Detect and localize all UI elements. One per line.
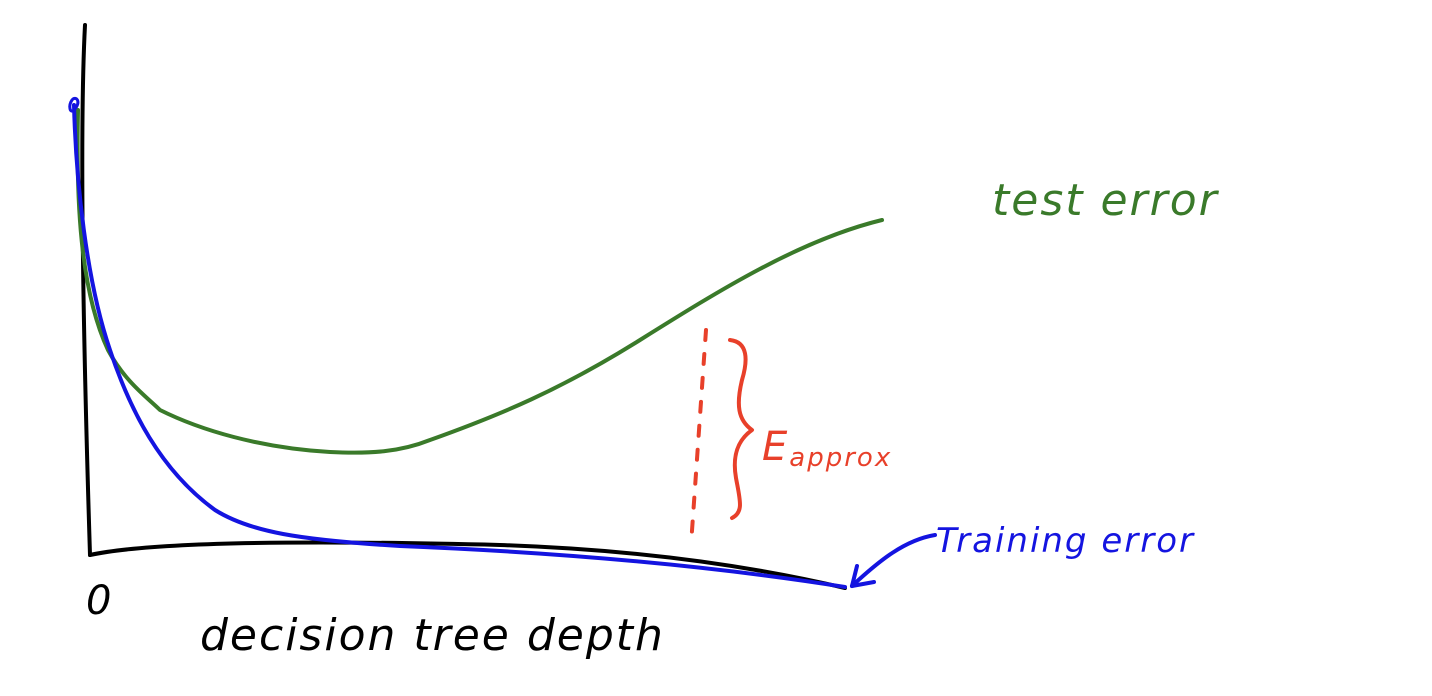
axes bbox=[80, 23, 847, 590]
x-axis bbox=[88, 540, 847, 590]
approx-symbol: E bbox=[762, 424, 789, 470]
origin-label: 0 bbox=[86, 578, 113, 624]
training-error-curve bbox=[72, 103, 847, 589]
test-error-label: test error bbox=[992, 175, 1220, 226]
approx-subscript: approx bbox=[789, 443, 892, 473]
approx-error-label: Eapprox bbox=[762, 424, 892, 473]
curly-brace-icon bbox=[728, 338, 754, 520]
curve-start-mark bbox=[68, 96, 80, 113]
test-error-curve bbox=[75, 108, 884, 455]
training-error-label: Training error bbox=[936, 521, 1195, 561]
arrow-icon bbox=[850, 533, 937, 588]
approx-gap-line bbox=[689, 328, 708, 547]
x-axis-label: decision tree depth bbox=[200, 610, 665, 661]
